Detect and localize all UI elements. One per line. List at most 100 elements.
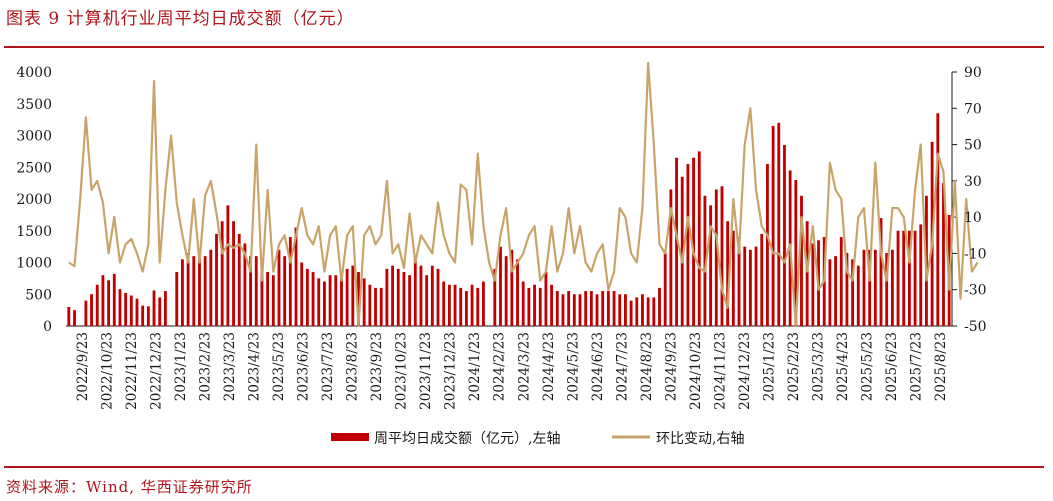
bar — [606, 291, 610, 326]
bar — [584, 291, 588, 326]
bar — [152, 290, 156, 326]
x-tick-label: 2022/9/23 — [75, 332, 91, 401]
bar — [419, 265, 423, 326]
bar — [305, 268, 309, 326]
bar — [663, 252, 667, 326]
bar — [357, 272, 360, 326]
bar — [288, 237, 292, 326]
bar — [913, 230, 917, 326]
x-tick-label: 2022/12/23 — [149, 332, 165, 410]
legend-bar-label: 周平均日成交额（亿元）,左轴 — [374, 430, 560, 447]
bar — [811, 243, 815, 326]
bar — [726, 221, 730, 326]
x-tick-label: 2023/11/23 — [418, 332, 434, 410]
left-tick-label: 1500 — [16, 224, 52, 240]
x-tick-label: 2025/6/23 — [884, 332, 900, 401]
bar — [601, 291, 605, 326]
left-tick-label: 3000 — [16, 129, 52, 145]
bar — [385, 268, 389, 326]
bar — [646, 297, 650, 326]
bar — [743, 246, 747, 327]
axes-layer — [66, 71, 957, 327]
bar — [266, 272, 270, 326]
bar — [186, 252, 190, 326]
x-tick-label: 2024/2/23 — [492, 332, 508, 401]
bar — [482, 281, 485, 326]
bar — [362, 278, 366, 327]
bar — [203, 256, 207, 326]
left-tick-label: 0 — [43, 319, 52, 335]
x-tick-label: 2023/3/23 — [222, 332, 238, 401]
bar — [453, 284, 457, 326]
bar — [675, 157, 678, 326]
bar — [283, 256, 287, 326]
bar — [902, 230, 906, 326]
x-tick-label: 2022/11/23 — [124, 332, 140, 410]
bar — [612, 291, 616, 326]
bar — [561, 294, 565, 326]
bar — [175, 272, 179, 326]
bar — [345, 268, 349, 326]
bar — [254, 256, 258, 326]
chart-title: 图表 9 计算机行业周平均日成交额（亿元） — [6, 9, 355, 29]
x-tick-label: 2024/10/23 — [688, 332, 704, 410]
bar — [624, 294, 627, 326]
bar — [533, 284, 536, 326]
x-tick-label: 2025/7/23 — [909, 332, 925, 401]
bar — [271, 275, 275, 326]
x-tick-label: 2025/5/23 — [860, 332, 876, 401]
x-tick-label: 2025/3/23 — [810, 332, 826, 401]
bar — [158, 297, 162, 326]
bar — [237, 233, 241, 326]
bar — [777, 122, 781, 326]
bar — [783, 145, 786, 326]
x-tick-label: 2023/8/23 — [345, 332, 361, 401]
bar — [709, 205, 713, 326]
x-tick-label: 2024/1/23 — [467, 332, 483, 401]
bar — [720, 186, 724, 326]
x-tick-label: 2024/5/23 — [565, 332, 581, 401]
line-path — [68, 61, 979, 328]
top-divider — [4, 46, 1044, 48]
x-tick-label: 2024/11/23 — [712, 332, 728, 410]
bar — [504, 256, 508, 326]
bar — [629, 300, 633, 326]
bar — [464, 291, 468, 326]
bar — [101, 275, 105, 326]
bar — [425, 275, 429, 326]
chart: 0 500 1000 1500 2000 2500 3000 3500 4000 -50 -30 -1… — [16, 61, 987, 447]
x-tick-label: 2023/5/23 — [271, 332, 287, 401]
bar — [391, 265, 394, 326]
right-tick-label: 90 — [964, 65, 982, 81]
left-tick-label: 1000 — [16, 256, 52, 272]
bar — [919, 224, 923, 326]
bar — [845, 252, 849, 326]
bar — [277, 249, 281, 326]
bar — [118, 289, 122, 326]
bar — [317, 278, 321, 327]
bar — [567, 291, 571, 326]
bar — [737, 237, 741, 326]
left-tick-label: 4000 — [16, 65, 52, 81]
bar — [402, 272, 406, 326]
bar — [73, 310, 76, 327]
bar — [436, 268, 440, 326]
x-tick-label: 2024/12/23 — [737, 332, 753, 410]
bar — [538, 287, 542, 326]
bar — [413, 256, 417, 326]
bar — [294, 227, 298, 326]
bar — [839, 237, 843, 326]
bar — [209, 249, 213, 326]
bar — [129, 295, 133, 326]
bar — [834, 256, 837, 326]
bar — [652, 297, 656, 326]
bar-series — [67, 113, 951, 327]
bar — [862, 249, 866, 326]
bar — [396, 268, 400, 326]
right-tick-label: 30 — [964, 174, 982, 190]
bar — [578, 294, 582, 326]
bar — [658, 287, 661, 326]
right-tick-label: 50 — [964, 138, 982, 154]
bar — [328, 275, 332, 326]
bar — [408, 275, 412, 326]
